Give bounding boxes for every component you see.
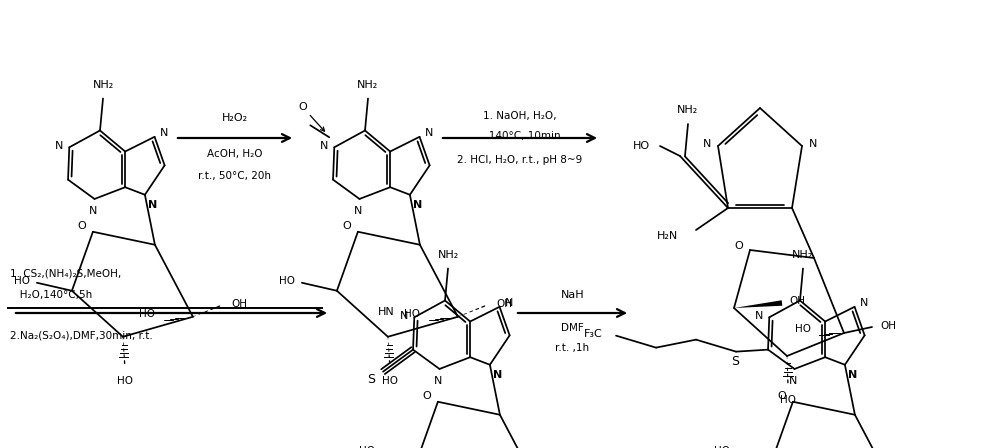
Text: O: O <box>78 221 86 231</box>
Text: N: N <box>789 376 798 386</box>
Polygon shape <box>734 300 782 308</box>
Text: 1. CS₂,(NH₄)₂S,MeOH,: 1. CS₂,(NH₄)₂S,MeOH, <box>10 268 121 278</box>
Text: HO: HO <box>359 446 375 448</box>
Text: N: N <box>493 370 503 380</box>
Text: HO: HO <box>117 376 133 386</box>
Text: HO: HO <box>139 309 155 319</box>
Text: NH₂: NH₂ <box>792 250 814 259</box>
Text: H₂O,140°C,5h: H₂O,140°C,5h <box>10 290 92 300</box>
Text: N: N <box>400 311 408 321</box>
Text: N: N <box>55 141 63 151</box>
Text: N: N <box>320 141 328 151</box>
Text: N: N <box>425 128 434 138</box>
Text: S: S <box>731 355 739 368</box>
Text: N: N <box>703 139 711 149</box>
Text: NH₂: NH₂ <box>92 79 114 90</box>
Text: H₂N: H₂N <box>657 231 678 241</box>
Text: O: O <box>343 221 351 231</box>
Text: 140°C, 10min: 140°C, 10min <box>479 131 561 141</box>
Text: HO: HO <box>780 395 796 405</box>
Text: 1. NaOH, H₂O,: 1. NaOH, H₂O, <box>483 111 557 121</box>
Text: HO: HO <box>633 141 650 151</box>
Text: O: O <box>735 241 743 251</box>
Text: HO: HO <box>714 446 730 448</box>
Text: N: N <box>89 206 98 216</box>
Text: OH: OH <box>231 299 247 309</box>
Text: AcOH, H₂O: AcOH, H₂O <box>207 149 263 159</box>
Text: NH₂: NH₂ <box>677 105 699 115</box>
Text: NH₂: NH₂ <box>437 250 459 259</box>
Text: HN: HN <box>378 307 394 317</box>
Text: O: O <box>778 391 786 401</box>
Text: NaH: NaH <box>561 290 584 300</box>
Text: r.t., 50°C, 20h: r.t., 50°C, 20h <box>198 171 272 181</box>
Text: HO: HO <box>14 276 30 286</box>
Text: N: N <box>860 298 869 308</box>
Text: OH: OH <box>496 299 512 309</box>
Text: N: N <box>809 139 817 149</box>
Text: N: N <box>434 376 443 386</box>
Text: 2.Na₂(S₂O₄),DMF,30min, r.t.: 2.Na₂(S₂O₄),DMF,30min, r.t. <box>10 330 153 340</box>
Text: F₃C: F₃C <box>584 329 602 339</box>
Text: OH: OH <box>880 321 896 331</box>
Text: r.t. ,1h: r.t. ,1h <box>555 343 590 353</box>
Text: N: N <box>755 311 763 321</box>
Text: N: N <box>505 298 514 308</box>
Text: N: N <box>354 206 363 216</box>
Text: N: N <box>413 200 423 210</box>
Text: O: O <box>298 102 307 112</box>
Text: O: O <box>423 391 431 401</box>
Text: HO: HO <box>795 324 811 334</box>
Text: N: N <box>148 200 158 210</box>
Text: S: S <box>367 373 375 386</box>
Text: DMF: DMF <box>561 323 584 333</box>
Text: OH: OH <box>789 296 805 306</box>
Text: N: N <box>848 370 858 380</box>
Text: HO: HO <box>382 376 398 386</box>
Text: HO: HO <box>279 276 295 286</box>
Text: 2. HCl, H₂O, r.t., pH 8~9: 2. HCl, H₂O, r.t., pH 8~9 <box>457 155 583 165</box>
Text: H₂O₂: H₂O₂ <box>222 113 248 123</box>
Text: HO: HO <box>404 309 420 319</box>
Text: NH₂: NH₂ <box>357 79 379 90</box>
Text: N: N <box>160 128 169 138</box>
